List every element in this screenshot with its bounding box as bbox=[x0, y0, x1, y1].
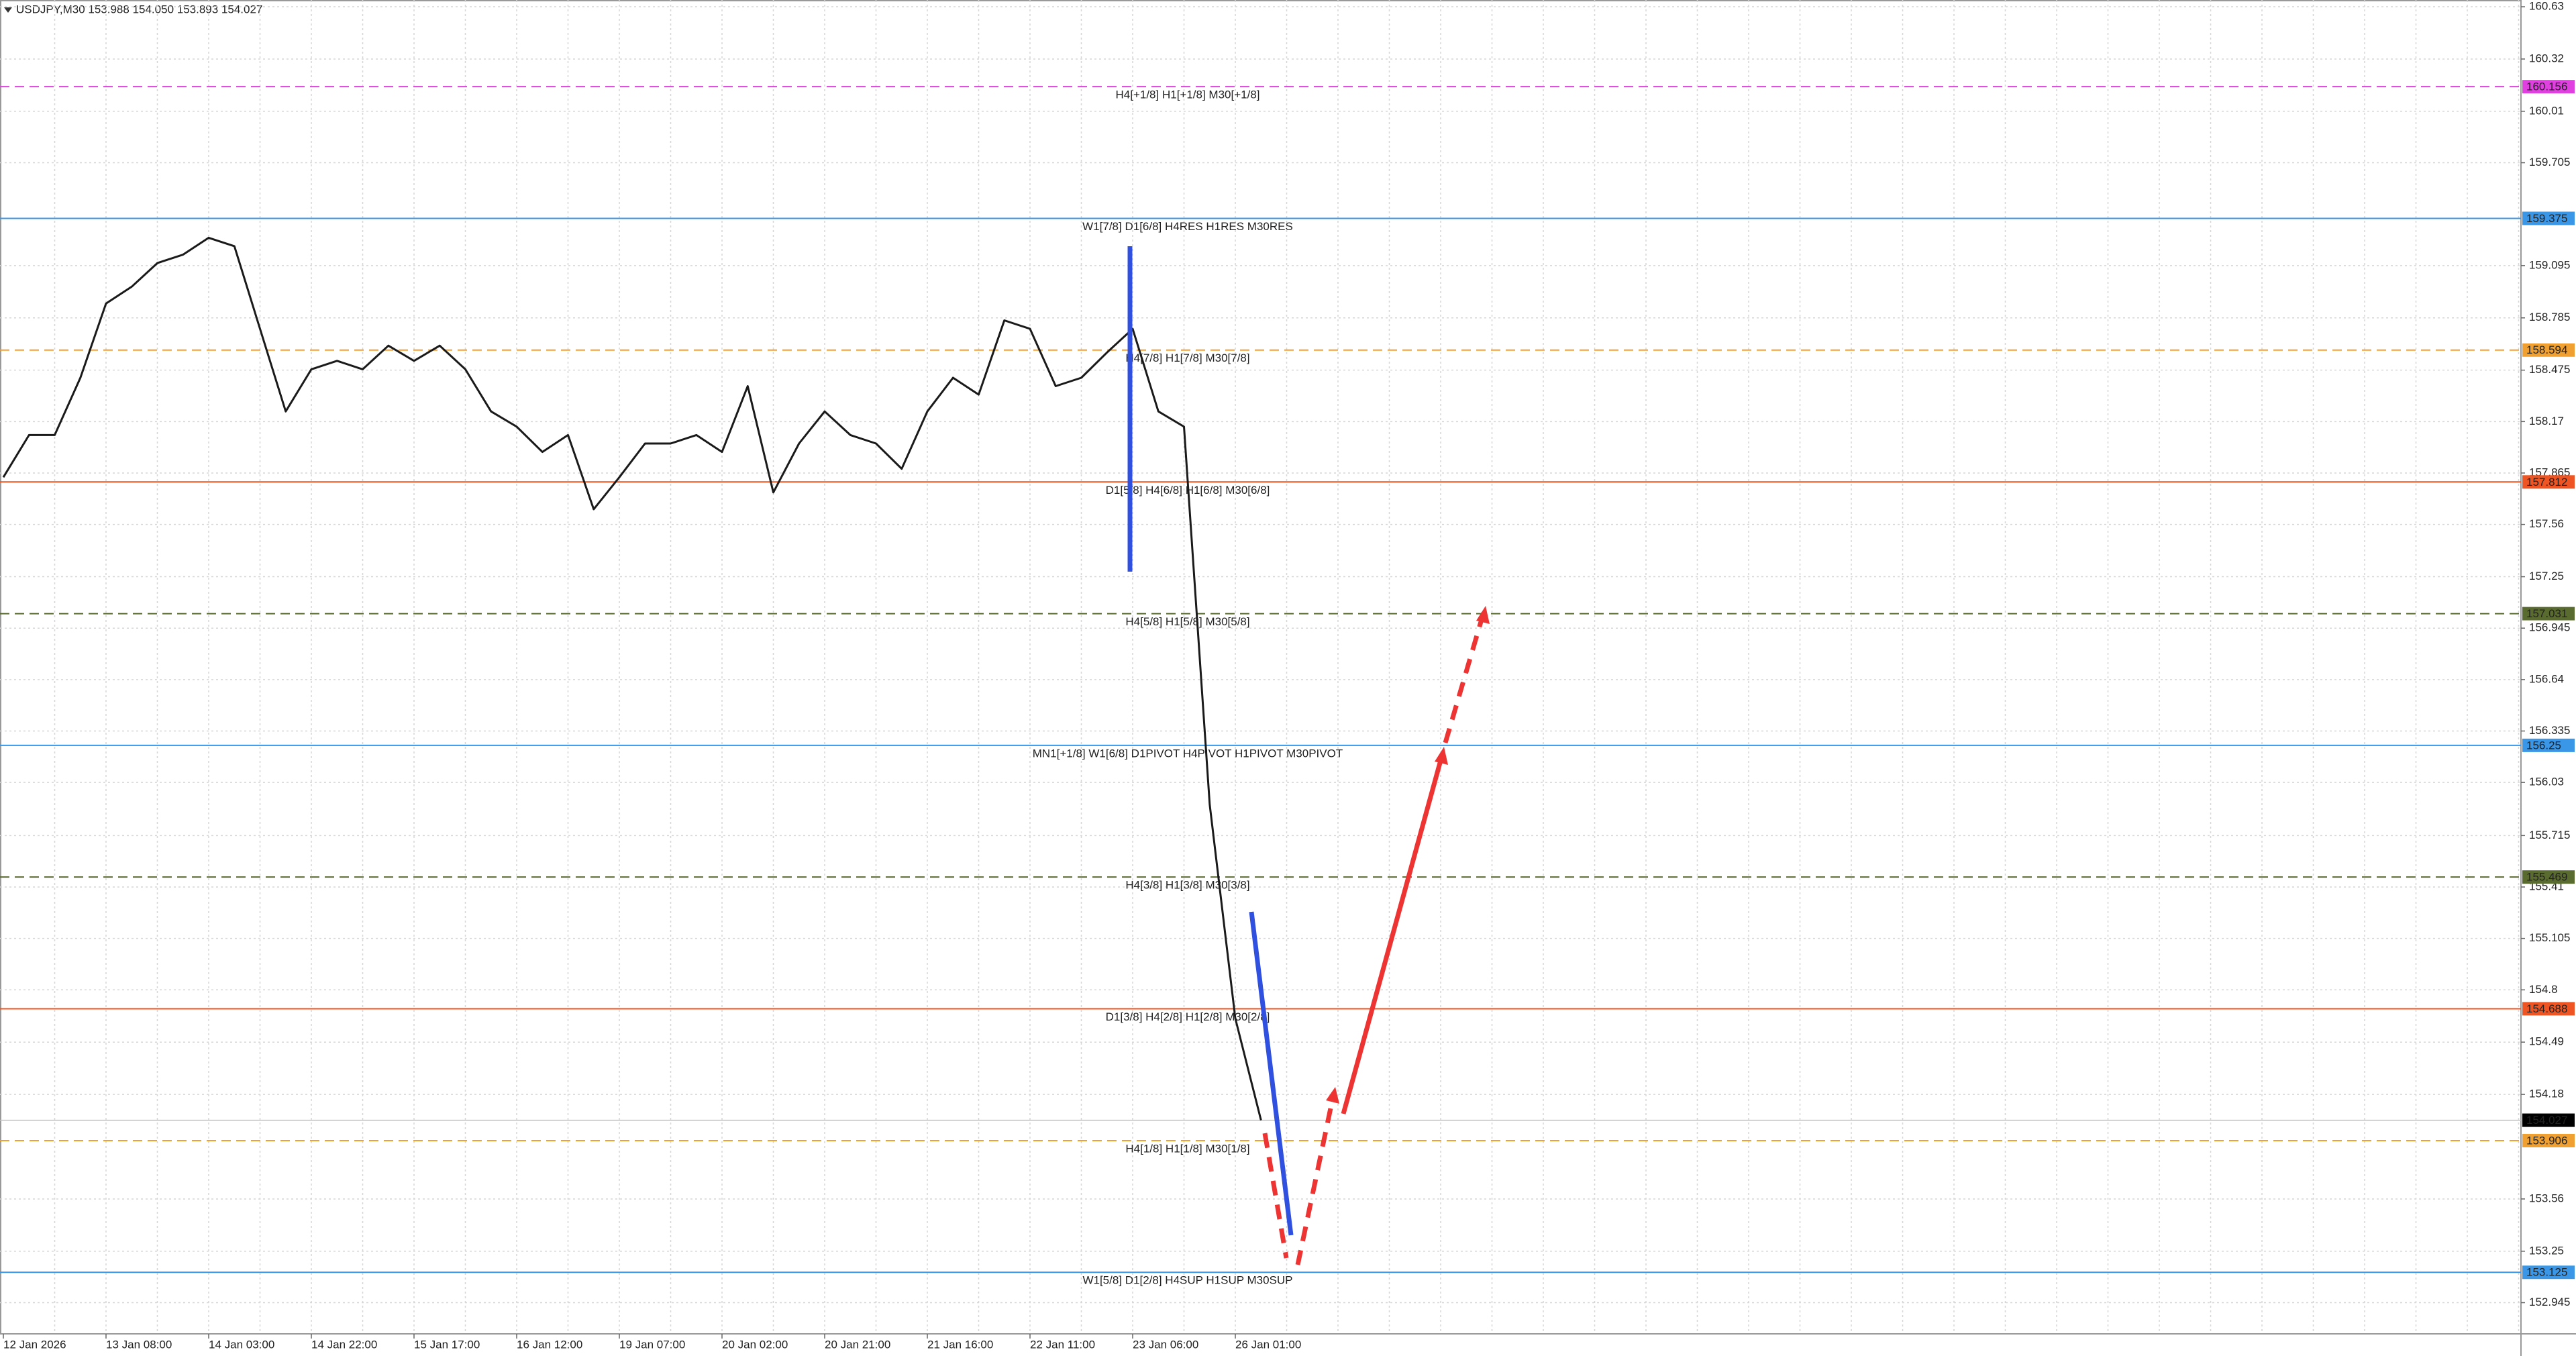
y-tick-label: 154.8 bbox=[2529, 983, 2558, 996]
menu-triangle bbox=[4, 7, 12, 13]
x-tick-label: 13 Jan 08:00 bbox=[106, 1338, 172, 1351]
x-tick-label: 21 Jan 16:00 bbox=[927, 1338, 993, 1351]
y-tick-label: 155.105 bbox=[2529, 931, 2570, 944]
level-label: H4[1/8] H1[1/8] M30[1/8] bbox=[1125, 1142, 1249, 1155]
y-tick-label: 155.715 bbox=[2529, 829, 2570, 841]
y-tick-label: 158.475 bbox=[2529, 363, 2570, 376]
y-tick-label: 159.705 bbox=[2529, 156, 2570, 168]
red-forecast-line bbox=[1295, 1092, 1337, 1265]
x-tick-label: 16 Jan 12:00 bbox=[517, 1338, 582, 1351]
level-label: W1[5/8] D1[2/8] H4SUP H1SUP M30SUP bbox=[1082, 1274, 1292, 1287]
x-tick-label: 23 Jan 06:00 bbox=[1133, 1338, 1198, 1351]
arrow-head bbox=[1435, 747, 1448, 765]
x-tick-label: 14 Jan 03:00 bbox=[209, 1338, 274, 1351]
blue-trend-line bbox=[1249, 911, 1294, 1236]
price-tag-label: 157.812 bbox=[2526, 476, 2567, 488]
y-tick-label: 152.945 bbox=[2529, 1296, 2570, 1308]
y-tick-label: 156.64 bbox=[2529, 672, 2564, 685]
y-tick-label: 154.49 bbox=[2529, 1035, 2564, 1048]
price-tag-label: 154.688 bbox=[2526, 1002, 2567, 1015]
annotations bbox=[1127, 246, 1490, 1265]
y-tick-label: 153.25 bbox=[2529, 1244, 2564, 1257]
x-tick-label: 15 Jan 17:00 bbox=[414, 1338, 480, 1351]
x-tick-label: 14 Jan 22:00 bbox=[311, 1338, 377, 1351]
y-tick-label: 160.63 bbox=[2529, 0, 2564, 13]
price-tag-label: 153.125 bbox=[2526, 1266, 2567, 1279]
chart-title: USDJPY,M30 153.988 154.050 153.893 154.0… bbox=[16, 3, 262, 15]
y-tick-label: 157.25 bbox=[2529, 570, 2564, 582]
price-tag bbox=[2522, 1133, 2575, 1147]
price-tag-label: 158.594 bbox=[2526, 344, 2567, 356]
y-tick-label: 158.785 bbox=[2529, 311, 2570, 323]
price-tag bbox=[2522, 80, 2575, 94]
level-label: H4[3/8] H1[3/8] M30[3/8] bbox=[1125, 879, 1249, 892]
price-tag bbox=[2522, 343, 2575, 357]
arrow-head bbox=[1326, 1087, 1339, 1104]
level-label: D1[3/8] H4[2/8] H1[2/8] M30[2/8] bbox=[1106, 1010, 1270, 1023]
x-tick-label: 20 Jan 02:00 bbox=[722, 1338, 788, 1351]
x-tick-label: 22 Jan 11:00 bbox=[1030, 1338, 1095, 1351]
level-label: MN1[+1/8] W1[6/8] D1PIVOT H4PIVOT H1PIVO… bbox=[1033, 747, 1343, 760]
arrow-head bbox=[1476, 606, 1490, 624]
y-tick-label: 156.945 bbox=[2529, 621, 2570, 634]
level-label: H4[5/8] H1[5/8] M30[5/8] bbox=[1125, 615, 1249, 628]
price-tag-label: 156.25 bbox=[2526, 739, 2561, 751]
price-tag-label: 160.156 bbox=[2526, 81, 2567, 93]
x-tick-label: 26 Jan 01:00 bbox=[1235, 1338, 1301, 1351]
level-label: W1[7/8] D1[6/8] H4RES H1RES M30RES bbox=[1082, 220, 1293, 233]
y-tick-label: 160.01 bbox=[2529, 104, 2564, 117]
y-tick-label: 153.56 bbox=[2529, 1192, 2564, 1204]
last-price-tag bbox=[2522, 1113, 2575, 1127]
y-tick-label: 154.18 bbox=[2529, 1088, 2564, 1100]
price-tag bbox=[2522, 211, 2575, 225]
y-tick-label: 160.32 bbox=[2529, 52, 2564, 64]
red-forecast-line bbox=[1262, 1133, 1289, 1259]
y-tick-label: 159.095 bbox=[2529, 258, 2570, 271]
x-tick-label: 19 Jan 07:00 bbox=[619, 1338, 685, 1351]
price-tag bbox=[2522, 738, 2575, 752]
price-tag bbox=[2522, 475, 2575, 489]
level-label: H4[7/8] H1[7/8] M30[7/8] bbox=[1125, 352, 1249, 364]
price-tag bbox=[2522, 607, 2575, 621]
y-tick-label: 157.56 bbox=[2529, 517, 2564, 530]
x-tick-label: 20 Jan 21:00 bbox=[825, 1338, 890, 1351]
price-tag-label: 159.375 bbox=[2526, 212, 2567, 225]
price-tag bbox=[2522, 1265, 2575, 1280]
price-tag-label: 155.469 bbox=[2526, 871, 2567, 884]
y-tick-label: 156.03 bbox=[2529, 776, 2564, 788]
price-tag bbox=[2522, 870, 2575, 884]
level-label: H4[+1/8] H1[+1/8] M30[+1/8] bbox=[1116, 89, 1260, 101]
last-price-label: 154.027 bbox=[2526, 1114, 2567, 1127]
y-tick-label: 156.335 bbox=[2529, 724, 2570, 737]
red-forecast-line bbox=[1341, 755, 1445, 1114]
price-tag bbox=[2522, 1002, 2575, 1016]
red-forecast-line bbox=[1443, 612, 1486, 743]
y-tick-label: 158.17 bbox=[2529, 415, 2564, 427]
plot-frame bbox=[0, 0, 2522, 1335]
x-tick-label: 12 Jan 2026 bbox=[3, 1338, 66, 1351]
price-tag-label: 157.031 bbox=[2526, 607, 2567, 620]
price-line bbox=[2, 236, 1262, 1120]
price-tag-label: 153.906 bbox=[2526, 1134, 2567, 1147]
